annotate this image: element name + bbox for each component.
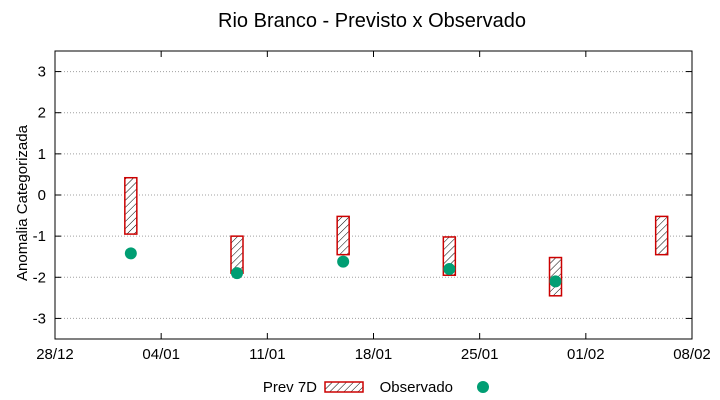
x-tick-label: 28/12 — [36, 346, 74, 363]
y-tick-label: 0 — [38, 187, 46, 204]
forecast-bar — [336, 215, 350, 256]
observed-point — [337, 255, 350, 268]
x-tick-label: 01/02 — [567, 346, 605, 363]
x-tick-label: 25/01 — [461, 346, 499, 363]
y-tick-label: 1 — [38, 146, 46, 163]
x-tick-label: 18/01 — [355, 346, 393, 363]
y-tick-label: -2 — [33, 269, 46, 286]
plot-frame — [54, 50, 693, 340]
observed-point — [443, 263, 456, 276]
forecast-bar — [124, 176, 138, 235]
forecast-bar — [654, 215, 669, 256]
y-tick-label: -3 — [33, 310, 46, 327]
chart-title: Rio Branco - Previsto x Observado — [218, 10, 526, 32]
y-tick-label: 2 — [38, 105, 46, 122]
grid — [55, 71, 692, 319]
legend-label-observado: Observado — [380, 379, 453, 396]
observed-point — [549, 275, 562, 288]
y-axis-label: Anomalia Categorizada — [14, 124, 31, 281]
x-tick-label: 04/01 — [142, 346, 180, 363]
y-tick-label: 3 — [38, 64, 46, 81]
observed-points — [124, 247, 562, 288]
x-tick-label: 08/02 — [673, 346, 711, 363]
observed-point — [124, 247, 137, 260]
legend: Prev 7D Observado — [263, 379, 489, 396]
legend-swatch-prev — [324, 381, 364, 393]
legend-label-prev: Prev 7D — [263, 379, 317, 396]
x-tick-label: 11/01 — [249, 346, 285, 363]
legend-marker-observado — [477, 381, 489, 393]
axes: -3 -2 -1 0 1 2 3 28/12 04/01 11/01 18/01 25/01 01/02… — [33, 50, 711, 363]
y-tick-label: -1 — [33, 228, 46, 245]
observed-point — [231, 267, 243, 280]
